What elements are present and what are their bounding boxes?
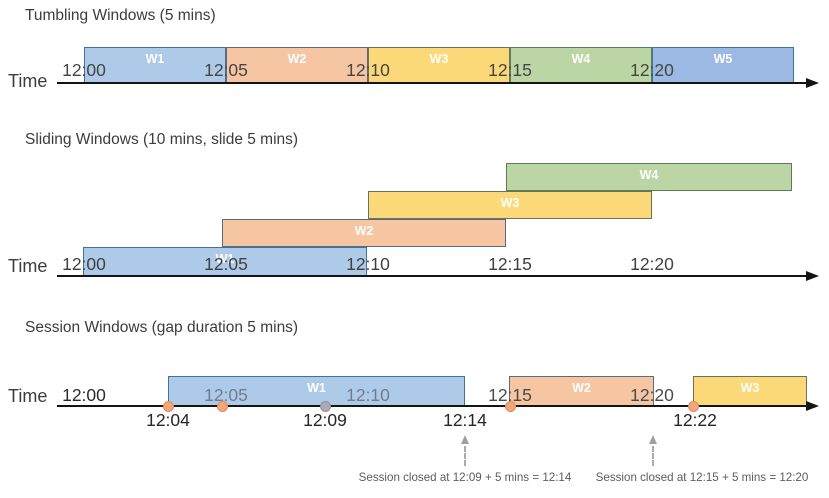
event-dot — [162, 400, 174, 412]
time-axis-label: Time — [8, 71, 48, 91]
annotation-text: Session closed at 12:15 + 5 mins = 12:20 — [595, 471, 809, 484]
window-w3 — [693, 376, 807, 406]
event-dot — [687, 400, 699, 412]
time-axis-label: Time — [8, 386, 48, 406]
section-title-session: Session Windows (gap duration 5 mins) — [25, 319, 299, 336]
tick-label: 12:20 — [630, 385, 674, 405]
section-title-sliding: Sliding Windows (10 mins, slide 5 mins) — [25, 131, 299, 148]
time-axis-label: Time — [8, 256, 48, 276]
event-dot — [319, 400, 331, 412]
tick-label: 12:20 — [630, 60, 674, 80]
annotation-arrow-icon — [460, 435, 469, 444]
tick-label: 12:15 — [488, 385, 532, 405]
tick-label: 12:05 — [204, 254, 248, 274]
event-dot — [216, 400, 228, 412]
time-axis-arrowhead-icon — [806, 400, 819, 411]
tick-label: 12:10 — [346, 254, 390, 274]
tick-label: 12:10 — [346, 385, 390, 405]
window-w1 — [84, 47, 226, 83]
window-w4 — [506, 163, 792, 191]
window-w1 — [83, 247, 367, 276]
time-axis-line — [57, 405, 806, 408]
annotation-arrow-stem — [464, 446, 466, 466]
window-w2 — [226, 47, 368, 83]
time-axis-line — [57, 82, 806, 85]
tick-label: 12:00 — [62, 385, 106, 405]
time-axis-arrowhead-icon — [806, 270, 819, 281]
section-title-tumbling: Tumbling Windows (5 mins) — [25, 7, 216, 24]
window-w1 — [168, 376, 465, 406]
annotation-text: Session closed at 12:09 + 5 mins = 12:14 — [358, 471, 572, 484]
event-time-label: 12:22 — [673, 410, 717, 430]
time-axis-line — [57, 275, 806, 278]
tick-label: 12:05 — [204, 385, 248, 405]
event-time-label: 12:04 — [146, 410, 190, 430]
annotation-arrow-stem — [652, 446, 654, 466]
tick-label: 12:05 — [204, 60, 248, 80]
tick-label: 12:10 — [346, 60, 390, 80]
time-axis-arrowhead-icon — [806, 77, 819, 88]
window-w3 — [368, 191, 652, 219]
tick-label: 12:20 — [630, 254, 674, 274]
window-w3 — [368, 47, 510, 83]
tick-label: 12:15 — [488, 60, 532, 80]
event-time-label: 12:09 — [303, 410, 347, 430]
tick-label: 12:00 — [62, 254, 106, 274]
window-w5 — [652, 47, 794, 83]
window-w2 — [222, 219, 506, 247]
event-dot — [504, 400, 516, 412]
annotation-arrow-icon — [648, 435, 657, 444]
event-time-label: 12:14 — [443, 410, 487, 430]
tick-label: 12:15 — [488, 254, 532, 274]
tick-label: 12:00 — [62, 60, 106, 80]
